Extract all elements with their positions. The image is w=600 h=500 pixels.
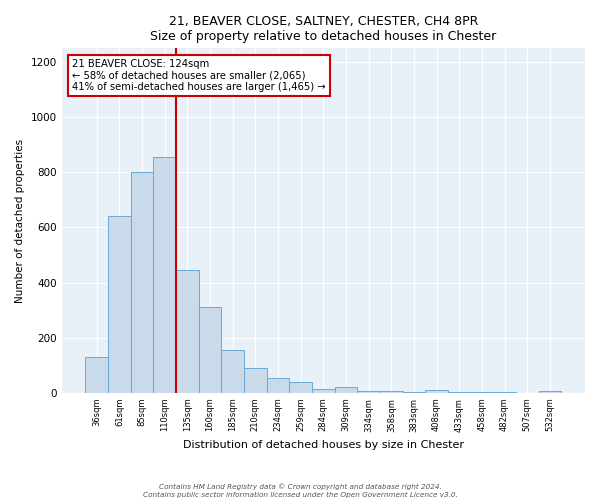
Bar [380, 392, 403, 393]
Bar [221, 350, 244, 393]
Bar [131, 172, 154, 393]
Y-axis label: Number of detached properties: Number of detached properties [15, 138, 25, 302]
Text: 21 BEAVER CLOSE: 124sqm
← 58% of detached houses are smaller (2,065)
41% of semi: 21 BEAVER CLOSE: 124sqm ← 58% of detache… [72, 58, 326, 92]
X-axis label: Distribution of detached houses by size in Chester: Distribution of detached houses by size … [183, 440, 464, 450]
Bar [493, 392, 516, 393]
Bar [266, 378, 289, 393]
Title: 21, BEAVER CLOSE, SALTNEY, CHESTER, CH4 8PR
Size of property relative to detache: 21, BEAVER CLOSE, SALTNEY, CHESTER, CH4 … [150, 15, 496, 43]
Bar [335, 388, 358, 393]
Bar [358, 392, 380, 393]
Bar [425, 390, 448, 393]
Bar [470, 392, 493, 393]
Bar [448, 392, 470, 393]
Bar [312, 388, 335, 393]
Bar [403, 392, 425, 393]
Bar [176, 270, 199, 393]
Bar [199, 308, 221, 393]
Bar [154, 157, 176, 393]
Bar [539, 392, 561, 393]
Text: Contains HM Land Registry data © Crown copyright and database right 2024.
Contai: Contains HM Land Registry data © Crown c… [143, 484, 457, 498]
Bar [244, 368, 266, 393]
Bar [85, 357, 108, 393]
Bar [289, 382, 312, 393]
Bar [108, 216, 131, 393]
